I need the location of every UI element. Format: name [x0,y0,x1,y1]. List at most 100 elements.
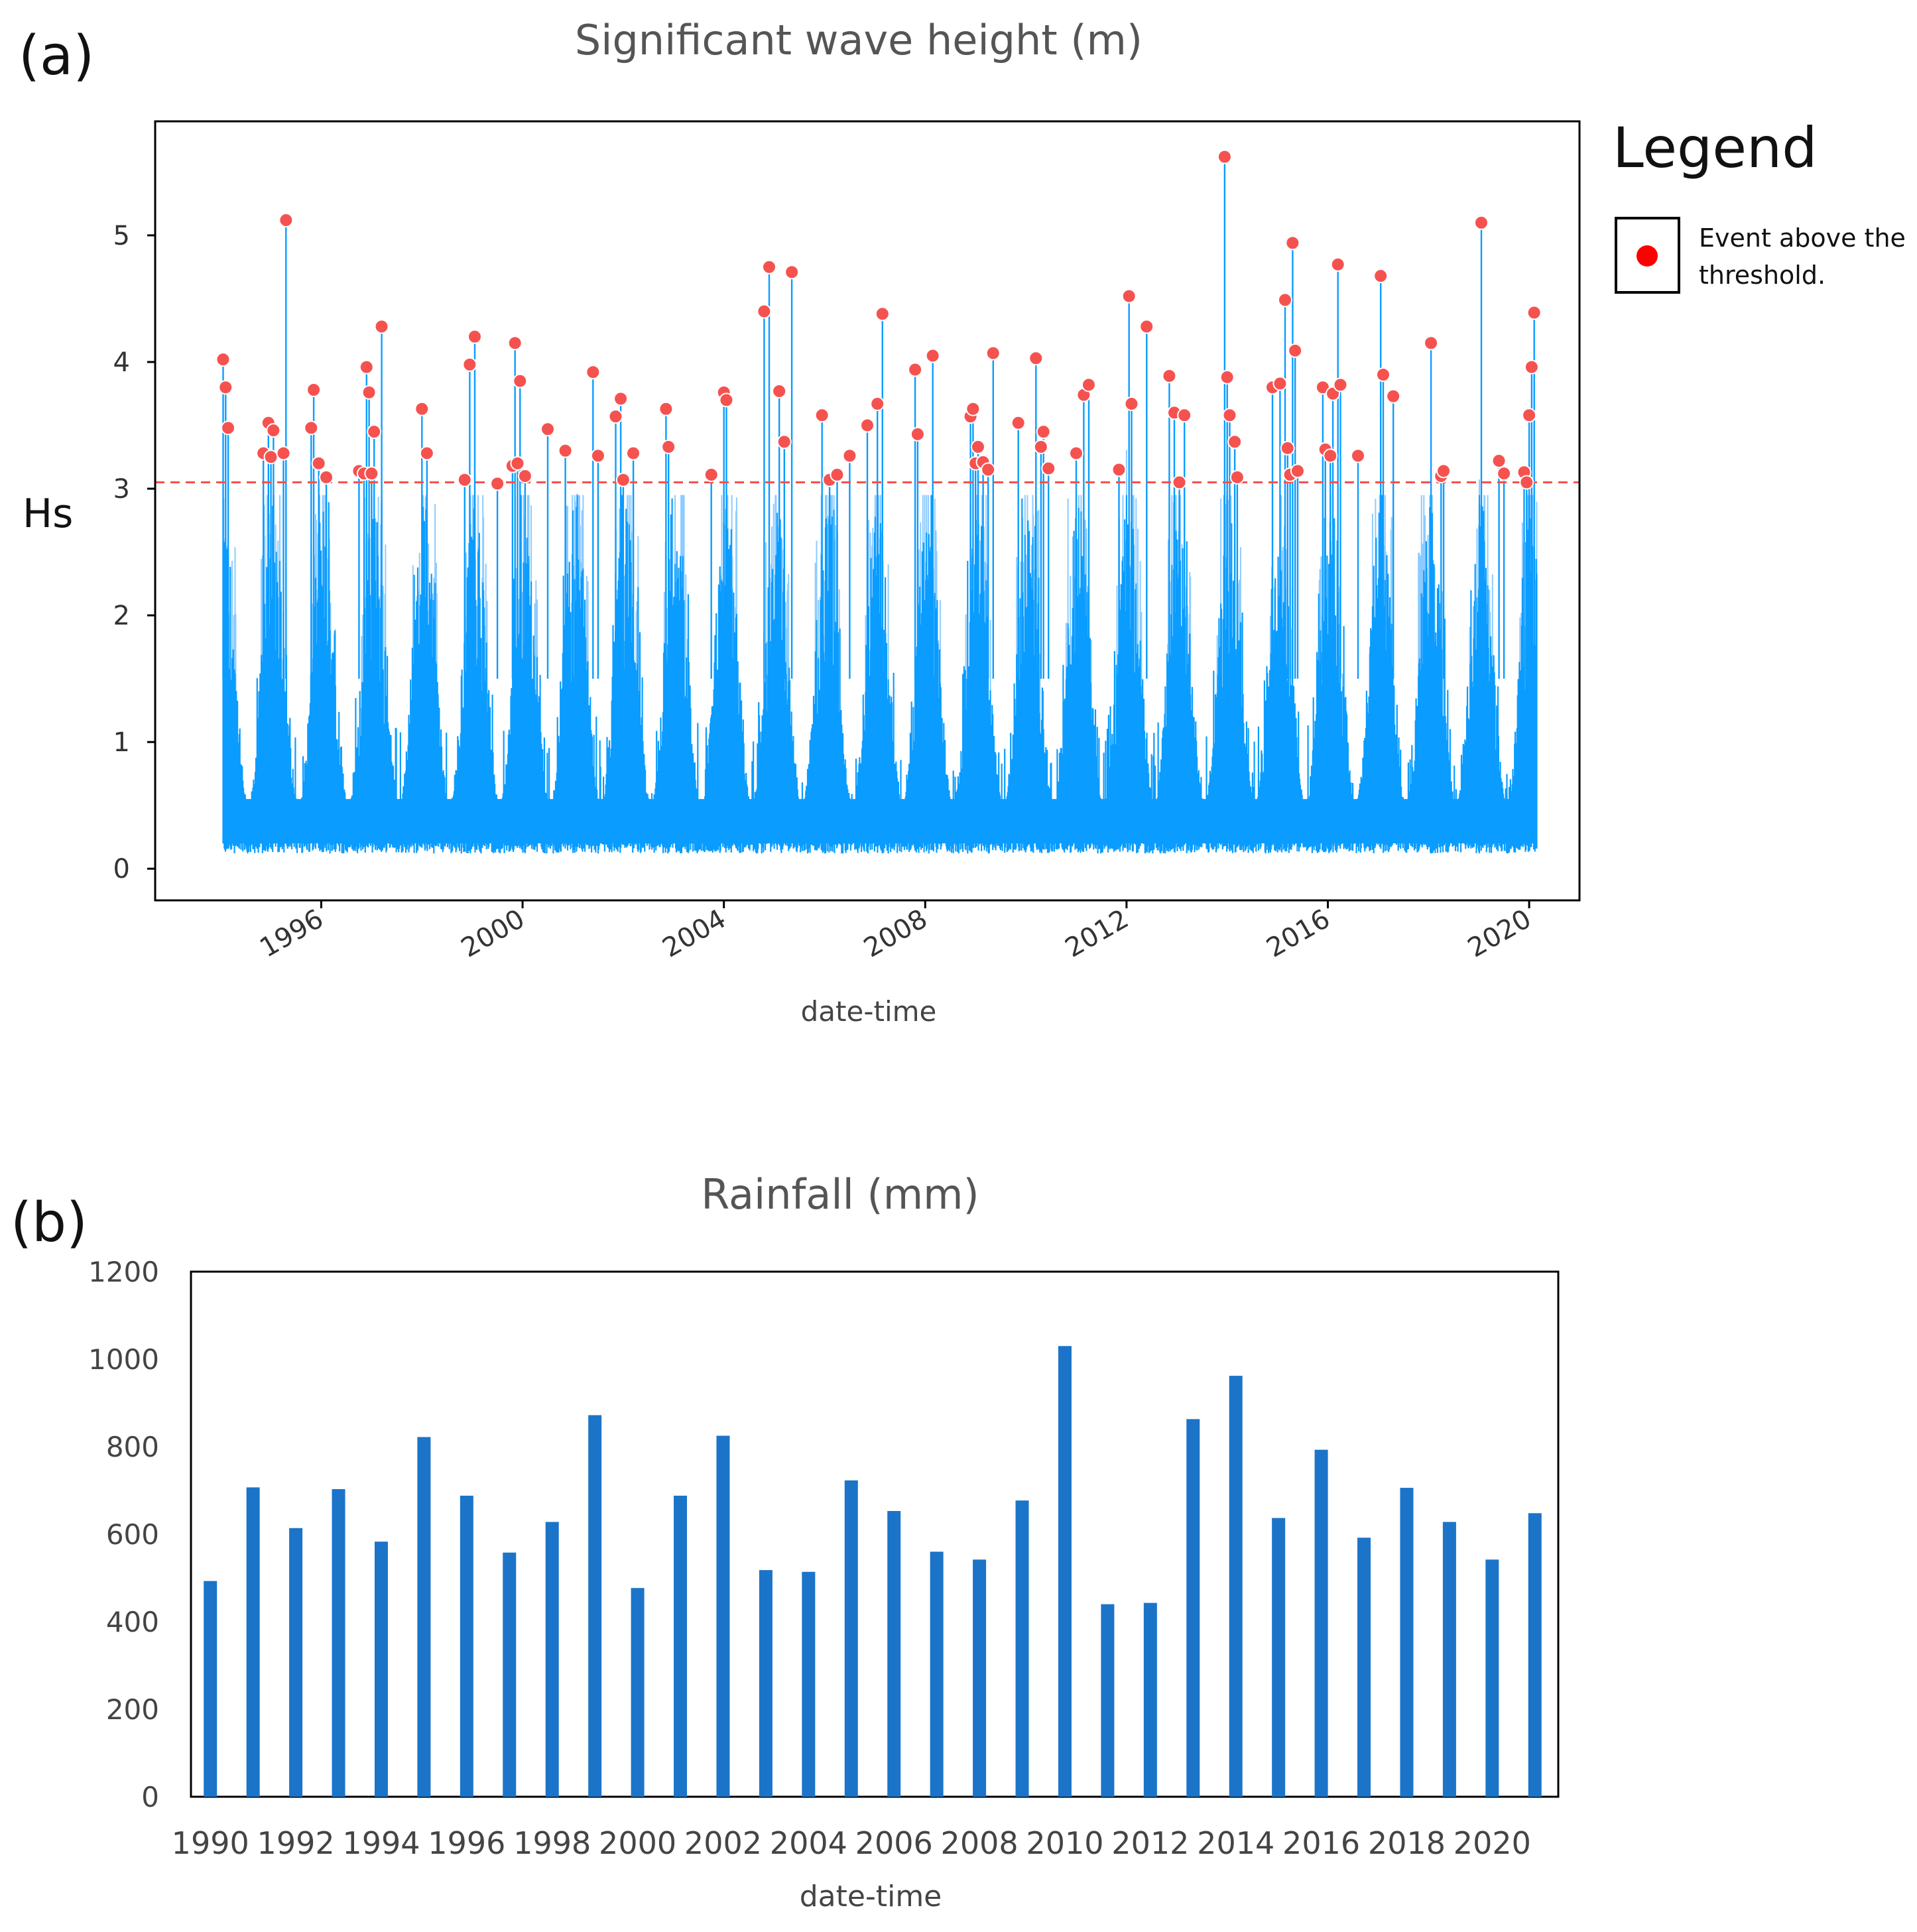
rainfall-bar [844,1480,858,1797]
event-marker [1526,305,1542,320]
a-y-ticks: 0 1 2 3 4 5 [113,221,155,884]
event-marker [965,401,981,416]
event-marker [374,319,389,334]
b-ytick-label: 1200 [88,1256,159,1288]
event-marker [367,424,382,440]
event-marker [661,440,676,455]
chart-b-title: Rainfall (mm) [701,1170,979,1219]
event-marker [1351,448,1366,463]
a-ytick-label: 1 [113,727,130,758]
b-x-ticks: 1990 1992 1994 1996 1998 2000 2002 2004 2006 2008… [172,1825,1531,1861]
wave-height-series-band [223,799,1537,844]
event-marker [1222,408,1237,423]
rainfall-bar [1400,1488,1414,1797]
event-marker [875,306,890,322]
wave-height-peaks [222,156,1535,679]
event-marker [1272,376,1288,391]
event-marker [658,401,674,416]
event-marker [910,426,925,442]
rainfall-bar [1528,1513,1542,1797]
event-marker [507,335,523,351]
b-xtick-label: 1994 [342,1825,420,1861]
b-ytick-label: 800 [106,1431,159,1463]
event-marker [1121,288,1137,304]
rainfall-bar [503,1552,517,1797]
rainfall-bar [545,1522,559,1797]
event-marker [513,373,528,389]
rainfall-bar [631,1588,645,1797]
b-xtick-label: 2020 [1453,1825,1531,1861]
event-marker [1068,446,1083,461]
rainfall-bar [1357,1538,1371,1797]
a-ytick-label: 5 [113,221,130,251]
b-ytick-label: 1000 [88,1343,159,1376]
event-marker [1375,367,1391,383]
event-marker [510,455,525,471]
event-marker [970,440,985,455]
event-marker [608,409,623,424]
event-marker [1373,269,1389,284]
rainfall-bar [374,1541,388,1797]
event-marker [626,446,641,461]
b-xtick-label: 1998 [513,1825,591,1861]
rainfall-bar [1058,1346,1072,1797]
event-marker [1028,351,1044,366]
event-marker [304,420,319,436]
rainfall-bar [887,1511,901,1797]
event-marker [467,329,482,344]
event-marker [1386,389,1401,404]
event-marker [1139,319,1154,334]
b-xtick-label: 2004 [770,1825,847,1861]
b-xtick-label: 2010 [1026,1825,1103,1861]
event-marker [590,448,605,463]
event-marker [462,357,477,372]
event-marker [263,450,278,465]
chart-b-xlabel: date-time [800,1880,942,1913]
event-marker [1524,359,1539,375]
event-marker [925,348,940,363]
chart-a-ylabel: Hs [23,491,73,537]
rainfall-bar [588,1415,602,1797]
event-marker [1436,463,1452,479]
event-marker [1177,408,1192,423]
event-marker [761,259,776,274]
chart-a-title: Significant wave height (m) [575,16,1143,64]
chart-a-xlabel: date-time [801,995,937,1028]
a-ytick-label: 2 [113,601,130,631]
event-marker [1111,462,1127,477]
rainfall-bar [802,1571,816,1797]
event-marker [278,213,294,228]
event-marker [1172,475,1187,490]
b-xtick-label: 2012 [1111,1825,1189,1861]
event-marker [517,468,532,483]
event-marker [860,418,875,433]
event-marker [1217,149,1232,164]
b-xtick-label: 2008 [941,1825,1019,1861]
rainfall-bar [1442,1522,1456,1797]
b-xtick-label: 2006 [855,1825,933,1861]
event-marker [359,359,374,375]
event-marker [870,396,885,412]
event-marker [842,448,857,463]
event-marker [1229,469,1245,485]
event-marker [1162,369,1177,384]
event-marker [1290,463,1305,479]
rainfall-bar [1229,1376,1243,1797]
a-ytick-label: 0 [113,854,130,884]
event-marker [361,385,377,400]
rainfall-chart: (b) Rainfall (mm) 020040060080010001200 … [11,1170,1560,1913]
event-marker [266,423,281,438]
b-ytick-label: 400 [106,1606,159,1638]
event-marker [1036,424,1051,440]
rainfall-bar [1314,1449,1328,1797]
event-marker [908,362,923,377]
event-marker [1081,377,1096,392]
event-marker [772,383,787,398]
panel-b-label: (b) [11,1191,88,1254]
event-marker [704,467,719,483]
b-xtick-label: 1992 [257,1825,335,1861]
rainfall-bar [759,1570,773,1797]
legend-entry-line2: threshold. [1699,261,1825,290]
event-marker [985,345,1001,361]
wave-height-series [222,156,1538,854]
